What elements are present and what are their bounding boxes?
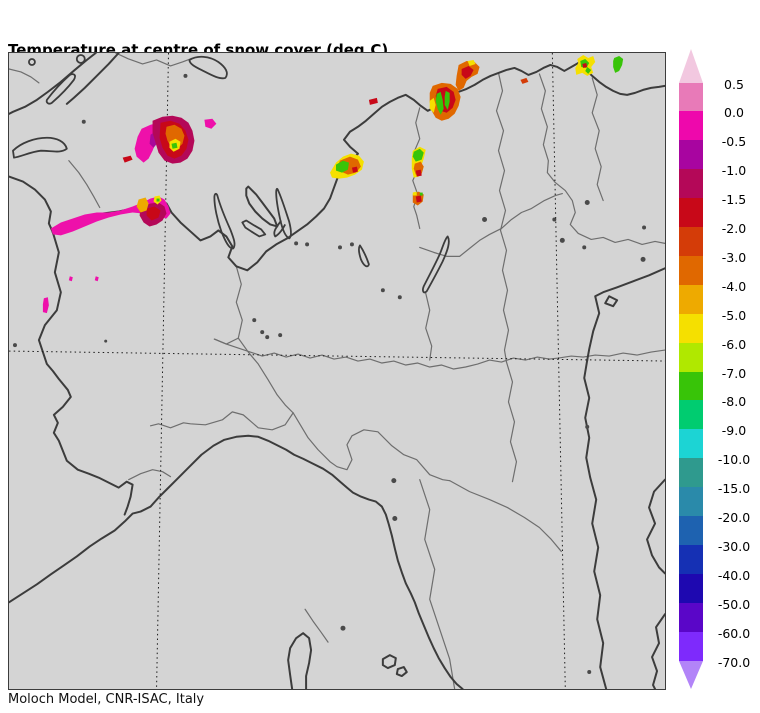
colorbar-segment (679, 573, 703, 604)
lake-como (275, 187, 292, 240)
lake-neuchatel (45, 73, 76, 105)
lake-iseo (357, 244, 370, 268)
colorbar-tick-label: -20.0 (717, 510, 751, 525)
colorbar-tick-label: -1.0 (721, 163, 747, 179)
snow-patch-dot-g-yellow (412, 191, 417, 196)
snow-patch-mass-i-green2 (444, 90, 450, 110)
graticule (9, 53, 665, 689)
colorbar-arrow-top (679, 48, 703, 83)
region-borders (9, 53, 665, 689)
colorbar-tick-label: -70.0 (717, 654, 751, 670)
colorbar-tick-label: -3.0 (721, 249, 747, 265)
snow-patch-speck-d3-magenta (94, 276, 99, 282)
colorbar-segment (679, 313, 703, 344)
colorbar-segment (679, 602, 703, 633)
snow-patch-alps-a-green (171, 142, 178, 149)
colorbar-tick-label: -6.0 (721, 336, 747, 352)
colorbar-tick-label: -15.0 (717, 481, 751, 497)
lake-garda (422, 235, 450, 294)
snow-patch-dash-h-red (368, 97, 378, 105)
snow-patch-band-b-green (156, 198, 160, 202)
map-background (9, 53, 665, 689)
colorbar-segment (679, 400, 703, 430)
snow-patch-crescent-l-green (613, 55, 624, 73)
lake-lugano (241, 219, 267, 238)
colorbar-segment (679, 140, 703, 170)
colorbar-segment (679, 255, 703, 286)
colorbar-tick-label: -4.0 (721, 278, 747, 294)
lake-small-1 (28, 58, 36, 66)
snow-patch-mass-i-yellow (429, 97, 436, 113)
colorbar-segment (679, 169, 703, 199)
snow-patch-speck-d2-magenta (68, 276, 73, 282)
colorbar-tick-label: -7.0 (721, 365, 747, 381)
colorbar-tick-label: -50.0 (717, 596, 751, 612)
snow-patch-strip-f-red (415, 169, 422, 177)
colorbar-segment (679, 111, 703, 141)
colorbar-tick-label: -40.0 (717, 567, 751, 583)
graticule-meridian-left (156, 53, 170, 689)
graticule-parallel (9, 350, 665, 362)
national-borders (9, 53, 665, 689)
colorbar-tick-label: 0.5 (724, 76, 744, 92)
snow-patch-curl-j-crimson (461, 65, 474, 79)
colorbar-tick-label: -10.0 (717, 452, 751, 468)
lake-como-branch (273, 219, 286, 238)
snow-patch-dot-g-green (419, 192, 423, 196)
snow-temperature-patches (42, 54, 624, 314)
colorbar-tick-label: 0.0 (724, 105, 744, 121)
colorbar-segment (679, 544, 703, 575)
colorbar-segment (679, 82, 703, 112)
snow-patch-dash-m-red (520, 77, 529, 84)
snow-patch-blob-e-red (351, 166, 358, 173)
snow-patch-strip-f-green (412, 148, 424, 162)
colorbar-tick-label: -1.5 (721, 192, 747, 208)
colorbar-arrow-bottom (679, 660, 703, 689)
lake-small-2 (75, 54, 86, 64)
colorbar-segment (679, 284, 703, 315)
colorbar-segment (679, 342, 703, 372)
colorbar-segment (679, 429, 703, 459)
snow-patch-star-k-green2 (585, 66, 592, 74)
snow-patch-blob-e-green (336, 160, 349, 173)
map-dots (12, 73, 647, 675)
colorbar-tick-label: -60.0 (717, 625, 751, 641)
lake-geneva (12, 136, 68, 159)
colorbar-segment (679, 516, 703, 546)
snow-patch-speck-d1-magenta (42, 297, 49, 314)
snow-patch-curl-j-yellow (467, 59, 476, 66)
lake-maggiore (213, 192, 236, 250)
colorbar-tick-label: -9.0 (721, 423, 747, 439)
snow-patch-alps-a-magenta2 (204, 118, 217, 129)
colorbar-segment (679, 631, 703, 661)
map-canvas (9, 53, 665, 689)
colorbar-tick-label: -8.0 (721, 394, 747, 410)
lakes (12, 54, 450, 294)
snow-patch-dot-g-red (415, 195, 422, 203)
colorbar-segment (679, 487, 703, 517)
colorbar-segment (679, 198, 703, 228)
colorbar-tick-label: -0.5 (721, 134, 747, 150)
graticule-meridian-right (551, 53, 566, 689)
colorbar-tick-label: -5.0 (721, 307, 747, 323)
colorbar-tick-label: -30.0 (717, 538, 751, 554)
model-credit: Moloch Model, CNR-ISAC, Italy (8, 692, 205, 707)
colorbar-segment (679, 371, 703, 401)
snow-patch-dash-c-crimson (122, 155, 133, 163)
snow-patch-star-k-red (582, 62, 588, 68)
colorbar-segment (679, 458, 703, 488)
snow-patch-band-b-orange (136, 197, 149, 213)
map-frame (8, 52, 666, 690)
lake-constance (188, 55, 228, 80)
snow-patch-band-b-crimson (146, 206, 161, 221)
snow-patch-mass-i-green1 (435, 91, 444, 115)
colorbar-tick-label: -2.0 (721, 221, 747, 236)
colorbar-segment (679, 227, 703, 257)
